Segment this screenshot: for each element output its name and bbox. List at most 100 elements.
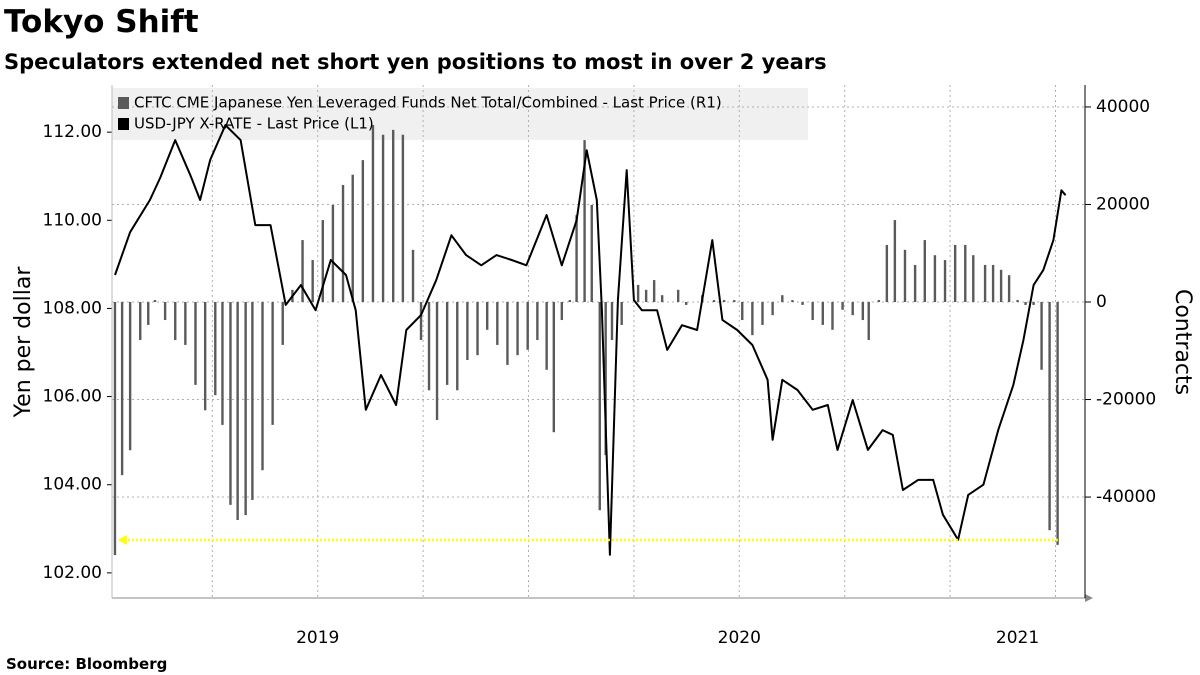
bar	[281, 302, 284, 345]
bar	[811, 302, 814, 321]
bar	[427, 302, 431, 391]
bar	[321, 220, 324, 303]
bar	[271, 302, 274, 425]
y-tick-label: 108.00	[43, 298, 102, 318]
x-tick-label: 2019	[296, 628, 339, 648]
x-tick-label: 2020	[718, 628, 761, 648]
bar	[568, 300, 572, 303]
bar	[885, 244, 889, 303]
bar	[301, 240, 304, 303]
bar	[781, 295, 784, 303]
bar	[203, 302, 207, 411]
y-axis-label: Yen per dollar	[11, 266, 36, 419]
bar	[341, 184, 345, 303]
bar	[445, 302, 449, 385]
bar	[401, 134, 405, 303]
bar	[636, 284, 640, 303]
bar	[1007, 275, 1011, 303]
bar	[371, 124, 375, 303]
bar	[972, 255, 975, 303]
bar	[221, 302, 224, 425]
bar	[113, 302, 117, 556]
bar	[684, 302, 688, 305]
bar	[741, 302, 744, 321]
bar	[1048, 302, 1051, 531]
bar	[214, 302, 217, 396]
bar	[139, 302, 142, 341]
bar	[660, 295, 664, 303]
bar	[867, 302, 870, 341]
bar	[751, 302, 754, 336]
y2-tick-label: 40000	[1096, 97, 1150, 117]
source: Source: Bloomberg	[6, 655, 167, 673]
annotation-arrow	[117, 534, 127, 545]
bar	[496, 302, 499, 345]
bar	[526, 302, 529, 350]
bar	[516, 302, 519, 356]
y2-tick-label: -40000	[1096, 487, 1156, 507]
bar	[506, 302, 509, 365]
bar	[391, 129, 395, 303]
bar	[1032, 302, 1035, 305]
bar	[791, 300, 794, 303]
bar	[722, 300, 726, 303]
bar	[1024, 302, 1027, 305]
bar	[953, 244, 957, 303]
line	[114, 124, 1067, 556]
legend-swatch	[118, 97, 129, 109]
bar	[486, 302, 489, 330]
bar	[163, 302, 167, 321]
bar	[761, 302, 764, 325]
legend-box	[112, 88, 808, 140]
y2-axis-label: Contracts	[1170, 289, 1195, 395]
bar	[933, 255, 937, 303]
y-tick-label: 106.00	[43, 387, 102, 407]
y2-tick-label: 20000	[1096, 194, 1150, 214]
bar	[244, 302, 247, 516]
bar	[456, 302, 459, 391]
bar	[590, 204, 593, 303]
bar	[411, 249, 415, 303]
bar	[536, 302, 539, 341]
bar	[1040, 302, 1043, 370]
legend-label: CFTC CME Japanese Yen Leveraged Funds Ne…	[134, 94, 722, 112]
bar	[311, 260, 314, 303]
bar	[877, 300, 881, 303]
bar	[801, 302, 804, 305]
bar	[1016, 300, 1019, 303]
x-tick-label: 2021	[996, 628, 1039, 648]
bar	[644, 289, 648, 303]
bar	[652, 280, 656, 303]
bar	[991, 264, 995, 303]
bar	[831, 302, 834, 330]
bar	[771, 302, 774, 316]
bar	[1056, 302, 1059, 545]
y-tick-label: 104.00	[43, 475, 102, 495]
bar	[361, 160, 365, 303]
bar	[851, 302, 854, 316]
bar	[712, 300, 716, 303]
bar	[923, 240, 927, 303]
legend-swatch	[118, 118, 129, 130]
bar	[676, 289, 680, 303]
bar	[261, 302, 264, 471]
bar	[821, 302, 824, 325]
legend-label: USD-JPY X-RATE - Last Price (L1)	[134, 115, 374, 133]
bar	[229, 302, 232, 505]
bar	[545, 302, 548, 370]
chart-subtitle: Speculators extended net short yen posit…	[4, 50, 827, 74]
bar	[174, 302, 177, 341]
y2-tick-label: 0	[1096, 292, 1107, 312]
y-tick-label: 110.00	[43, 210, 102, 230]
bar	[128, 302, 132, 451]
bar	[999, 269, 1003, 303]
y2-tick-label: -20000	[1096, 390, 1156, 410]
bar	[733, 300, 736, 303]
bar	[903, 249, 907, 303]
bar	[620, 302, 623, 325]
bar	[153, 300, 157, 303]
x-axis-arrow	[1085, 594, 1093, 602]
bar	[861, 302, 865, 321]
bar	[331, 204, 335, 303]
